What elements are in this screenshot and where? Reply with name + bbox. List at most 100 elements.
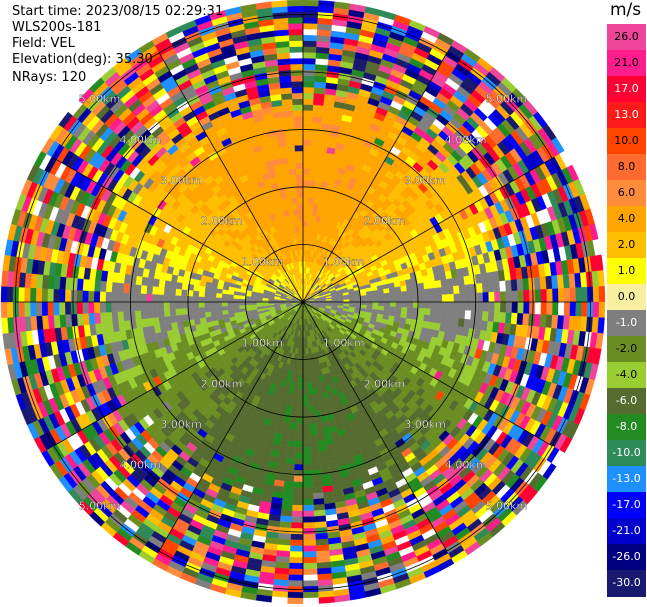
radar-gate — [302, 81, 315, 88]
radar-gate — [302, 28, 318, 36]
radar-gate — [215, 301, 222, 307]
radar-gate — [53, 288, 60, 303]
radar-gate — [313, 509, 326, 517]
radar-gate — [302, 46, 317, 53]
radar-gate — [302, 203, 309, 210]
radar-gate — [76, 289, 83, 303]
radar-gate — [441, 309, 449, 318]
radar-gate — [302, 156, 311, 163]
radar-gate — [302, 464, 312, 471]
radar-gate — [93, 290, 101, 303]
radar-gate — [280, 504, 293, 511]
radar-gate — [302, 452, 312, 459]
radar-gate — [289, 545, 304, 552]
radar-gate — [500, 291, 507, 303]
radar-gate — [401, 307, 408, 314]
radar-gate — [221, 309, 229, 315]
radar-gate — [111, 291, 118, 303]
radar-gate — [6, 286, 14, 303]
radar-gate — [151, 293, 159, 303]
radar-gate — [82, 313, 90, 326]
radar-gate — [315, 544, 330, 552]
radar-gate — [35, 301, 43, 317]
radar-gate — [24, 301, 31, 317]
radar-gate — [181, 289, 188, 297]
radar-gate — [122, 292, 130, 303]
radar-gate — [307, 203, 314, 210]
radar-gate — [311, 139, 321, 147]
radar-gate — [316, 433, 325, 441]
radar-gate — [505, 290, 513, 303]
radar-gate — [465, 293, 472, 303]
radar-gate — [505, 301, 513, 314]
radar-gate — [59, 314, 67, 328]
radar-gate — [300, 348, 304, 355]
radar-gate — [318, 145, 328, 154]
radar-gate — [309, 423, 317, 430]
radar-gate — [41, 288, 48, 303]
radar-gate — [546, 301, 553, 316]
radar-gate — [317, 439, 326, 447]
radar-gate — [313, 504, 326, 511]
radar-gate — [88, 279, 96, 292]
radar-gate — [349, 296, 356, 300]
radar-gate — [302, 110, 314, 117]
radar-gate — [169, 287, 177, 296]
radar-gate — [407, 301, 414, 308]
radar-gate — [597, 317, 605, 334]
radar-gate — [293, 388, 299, 395]
radar-gate — [435, 308, 443, 317]
radar-gate — [288, 434, 297, 442]
radar-gate — [302, 383, 308, 390]
radar-gate — [447, 293, 455, 303]
radar-gate — [297, 388, 304, 396]
radar-gate — [395, 306, 402, 313]
radar-gate — [281, 498, 293, 506]
radar-gate — [315, 52, 330, 60]
radar-gate — [552, 301, 559, 316]
radar-gate — [294, 452, 304, 459]
radar-gate — [302, 127, 313, 134]
radar-gate — [366, 294, 373, 299]
radar-gate — [169, 301, 176, 310]
radar-gate — [238, 301, 246, 306]
radar-gate — [288, 428, 297, 436]
radar-gate — [287, 440, 296, 448]
radar-gate — [308, 197, 315, 204]
radar-gate — [163, 294, 170, 303]
radar-gate — [65, 276, 73, 290]
radar-gate — [205, 316, 213, 323]
radar-gate — [117, 311, 125, 322]
radar-gate — [297, 394, 304, 401]
radar-gate — [318, 450, 328, 459]
radar-gate — [299, 359, 304, 367]
radar-gate — [276, 544, 291, 552]
radar-gate — [294, 376, 300, 384]
radar-gate — [302, 121, 313, 129]
radar-gate — [123, 283, 130, 294]
radar-gate — [209, 301, 217, 308]
radar-gate — [294, 458, 304, 465]
radar-gate — [305, 359, 310, 366]
radar-gate — [314, 75, 327, 83]
radar-gate — [294, 446, 304, 454]
radar-gate — [371, 290, 379, 295]
radar-gate — [105, 281, 113, 293]
radar-gate — [423, 281, 431, 290]
radar-gate — [134, 293, 141, 303]
radar-gate — [284, 475, 295, 482]
radar-gate — [286, 452, 296, 459]
radar-gate — [302, 458, 312, 465]
radar-gate — [315, 538, 329, 546]
radar-gate — [311, 475, 322, 482]
radar-gate — [250, 301, 257, 305]
radar-gate — [313, 87, 326, 95]
radar-gate — [476, 301, 484, 312]
radar-gate — [302, 568, 318, 576]
radar-gate — [111, 301, 118, 313]
radar-gate — [314, 180, 323, 188]
radar-gate — [302, 580, 319, 587]
radar-gate — [395, 291, 402, 298]
radar-gate — [309, 428, 318, 436]
radar-gate — [302, 400, 309, 407]
